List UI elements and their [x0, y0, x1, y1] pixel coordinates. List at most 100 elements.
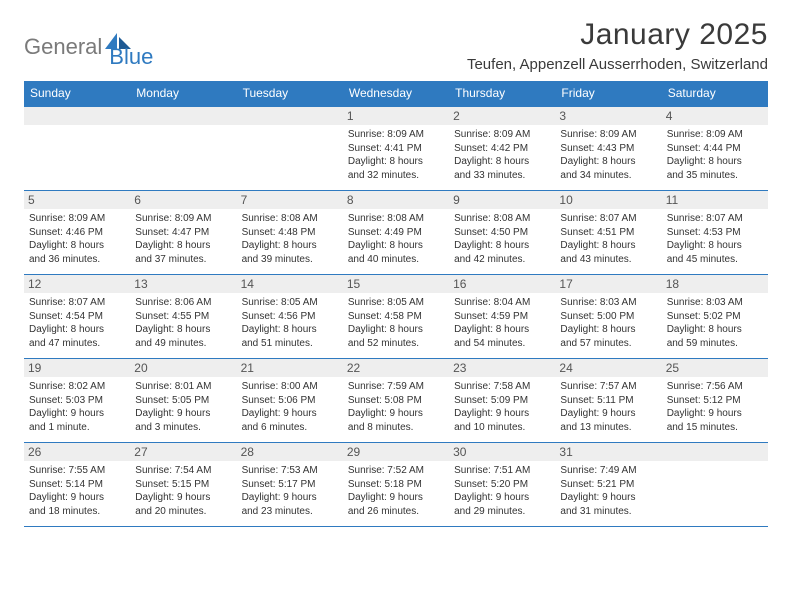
daylight-text: Daylight: 8 hours — [560, 239, 656, 253]
daylight-text: Daylight: 8 hours — [454, 155, 550, 169]
daylight-text: Daylight: 9 hours — [560, 491, 656, 505]
weekday-header: Saturday — [662, 81, 768, 107]
weekday-header: Friday — [555, 81, 661, 107]
day-cell: 19Sunrise: 8:02 AMSunset: 5:03 PMDayligh… — [24, 359, 130, 442]
day-info: Sunrise: 7:58 AMSunset: 5:09 PMDaylight:… — [454, 380, 550, 434]
month-title: January 2025 — [467, 18, 768, 52]
daylight-text: and 37 minutes. — [135, 253, 231, 267]
sunset-text: Sunset: 4:56 PM — [242, 310, 338, 324]
day-cell: 27Sunrise: 7:54 AMSunset: 5:15 PMDayligh… — [130, 443, 236, 526]
daylight-text: and 54 minutes. — [454, 337, 550, 351]
day-number: 14 — [237, 275, 343, 293]
daylight-text: Daylight: 8 hours — [667, 155, 763, 169]
daylight-text: Daylight: 8 hours — [454, 323, 550, 337]
day-number: 23 — [449, 359, 555, 377]
day-cell: 7Sunrise: 8:08 AMSunset: 4:48 PMDaylight… — [237, 191, 343, 274]
day-cell: . — [24, 107, 130, 190]
day-cell: 12Sunrise: 8:07 AMSunset: 4:54 PMDayligh… — [24, 275, 130, 358]
daylight-text: and 33 minutes. — [454, 169, 550, 183]
daylight-text: Daylight: 9 hours — [242, 407, 338, 421]
sunrise-text: Sunrise: 8:09 AM — [454, 128, 550, 142]
daylight-text: Daylight: 8 hours — [135, 239, 231, 253]
week-row: ...1Sunrise: 8:09 AMSunset: 4:41 PMDayli… — [24, 107, 768, 191]
sunset-text: Sunset: 5:12 PM — [667, 394, 763, 408]
sunset-text: Sunset: 5:11 PM — [560, 394, 656, 408]
sunset-text: Sunset: 5:02 PM — [667, 310, 763, 324]
sunrise-text: Sunrise: 8:07 AM — [560, 212, 656, 226]
sunrise-text: Sunrise: 8:07 AM — [29, 296, 125, 310]
day-cell: 15Sunrise: 8:05 AMSunset: 4:58 PMDayligh… — [343, 275, 449, 358]
daylight-text: and 51 minutes. — [242, 337, 338, 351]
daylight-text: and 13 minutes. — [560, 421, 656, 435]
day-number: 28 — [237, 443, 343, 461]
day-cell: 24Sunrise: 7:57 AMSunset: 5:11 PMDayligh… — [555, 359, 661, 442]
daylight-text: and 45 minutes. — [667, 253, 763, 267]
day-cell: 16 Sunrise: 8:04 AMSunset: 4:59 PMDayligh… — [449, 275, 555, 358]
day-info: Sunrise: 7:56 AMSunset: 5:12 PMDaylight:… — [667, 380, 763, 434]
sunrise-text: Sunrise: 7:58 AM — [454, 380, 550, 394]
header: General Blue January 2025 Teufen, Appenz… — [24, 18, 768, 73]
day-number: 21 — [237, 359, 343, 377]
daylight-text: and 6 minutes. — [242, 421, 338, 435]
day-info: Sunrise: 8:07 AMSunset: 4:53 PMDaylight:… — [667, 212, 763, 266]
day-number: 16 — [449, 275, 555, 293]
day-cell: 4Sunrise: 8:09 AMSunset: 4:44 PMDaylight… — [662, 107, 768, 190]
day-number: 5 — [24, 191, 130, 209]
daylight-text: Daylight: 8 hours — [348, 323, 444, 337]
daylight-text: Daylight: 9 hours — [348, 407, 444, 421]
sunset-text: Sunset: 4:59 PM — [454, 310, 550, 324]
day-cell: 25Sunrise: 7:56 AMSunset: 5:12 PMDayligh… — [662, 359, 768, 442]
daylight-text: Daylight: 8 hours — [348, 239, 444, 253]
day-cell: 31Sunrise: 7:49 AMSunset: 5:21 PMDayligh… — [555, 443, 661, 526]
day-number: 20 — [130, 359, 236, 377]
daylight-text: and 1 minute. — [29, 421, 125, 435]
day-number: 31 — [555, 443, 661, 461]
daylight-text: Daylight: 9 hours — [454, 491, 550, 505]
day-number: 13 — [130, 275, 236, 293]
sunset-text: Sunset: 4:51 PM — [560, 226, 656, 240]
day-info: Sunrise: 8:01 AMSunset: 5:05 PMDaylight:… — [135, 380, 231, 434]
weekday-header-row: Sunday Monday Tuesday Wednesday Thursday… — [24, 81, 768, 107]
day-info: Sunrise: 8:09 AMSunset: 4:42 PMDaylight:… — [454, 128, 550, 182]
sunset-text: Sunset: 5:06 PM — [242, 394, 338, 408]
week-row: 5Sunrise: 8:09 AMSunset: 4:46 PMDaylight… — [24, 191, 768, 275]
sunrise-text: Sunrise: 7:54 AM — [135, 464, 231, 478]
day-cell: 9Sunrise: 8:08 AMSunset: 4:50 PMDaylight… — [449, 191, 555, 274]
sunrise-text: Sunrise: 8:09 AM — [560, 128, 656, 142]
sunset-text: Sunset: 4:48 PM — [242, 226, 338, 240]
daylight-text: and 40 minutes. — [348, 253, 444, 267]
daylight-text: Daylight: 9 hours — [242, 491, 338, 505]
sunrise-text: Sunrise: 8:05 AM — [242, 296, 338, 310]
daylight-text: and 49 minutes. — [135, 337, 231, 351]
sunrise-text: Sunrise: 8:07 AM — [667, 212, 763, 226]
daylight-text: Daylight: 9 hours — [29, 407, 125, 421]
day-info: Sunrise: 7:59 AMSunset: 5:08 PMDaylight:… — [348, 380, 444, 434]
sunrise-text: Sunrise: 8:03 AM — [667, 296, 763, 310]
day-info: Sunrise: 7:53 AMSunset: 5:17 PMDaylight:… — [242, 464, 338, 518]
day-info: Sunrise: 8:09 AMSunset: 4:47 PMDaylight:… — [135, 212, 231, 266]
sunset-text: Sunset: 4:44 PM — [667, 142, 763, 156]
day-number: 12 — [24, 275, 130, 293]
daylight-text: Daylight: 9 hours — [667, 407, 763, 421]
day-info: Sunrise: 8:08 AMSunset: 4:50 PMDaylight:… — [454, 212, 550, 266]
day-info: Sunrise: 8:07 AMSunset: 4:51 PMDaylight:… — [560, 212, 656, 266]
day-info: Sunrise: 8:02 AMSunset: 5:03 PMDaylight:… — [29, 380, 125, 434]
day-cell: 18Sunrise: 8:03 AMSunset: 5:02 PMDayligh… — [662, 275, 768, 358]
daylight-text: and 3 minutes. — [135, 421, 231, 435]
day-info: Sunrise: 7:52 AMSunset: 5:18 PMDaylight:… — [348, 464, 444, 518]
day-cell: 23 Sunrise: 7:58 AMSunset: 5:09 PMDayligh… — [449, 359, 555, 442]
day-number: 30 — [449, 443, 555, 461]
day-info: Sunrise: 8:04 AMSunset: 4:59 PMDaylight:… — [454, 296, 550, 350]
sunset-text: Sunset: 4:42 PM — [454, 142, 550, 156]
day-info: Sunrise: 8:08 AMSunset: 4:49 PMDaylight:… — [348, 212, 444, 266]
day-cell: 30Sunrise: 7:51 AMSunset: 5:20 PMDayligh… — [449, 443, 555, 526]
weekday-header: Wednesday — [343, 81, 449, 107]
day-cell: . — [130, 107, 236, 190]
daylight-text: and 57 minutes. — [560, 337, 656, 351]
day-info: Sunrise: 8:09 AMSunset: 4:41 PMDaylight:… — [348, 128, 444, 182]
sunset-text: Sunset: 5:08 PM — [348, 394, 444, 408]
sunrise-text: Sunrise: 8:08 AM — [242, 212, 338, 226]
daylight-text: and 20 minutes. — [135, 505, 231, 519]
sunrise-text: Sunrise: 8:02 AM — [29, 380, 125, 394]
day-cell: 22Sunrise: 7:59 AMSunset: 5:08 PMDayligh… — [343, 359, 449, 442]
